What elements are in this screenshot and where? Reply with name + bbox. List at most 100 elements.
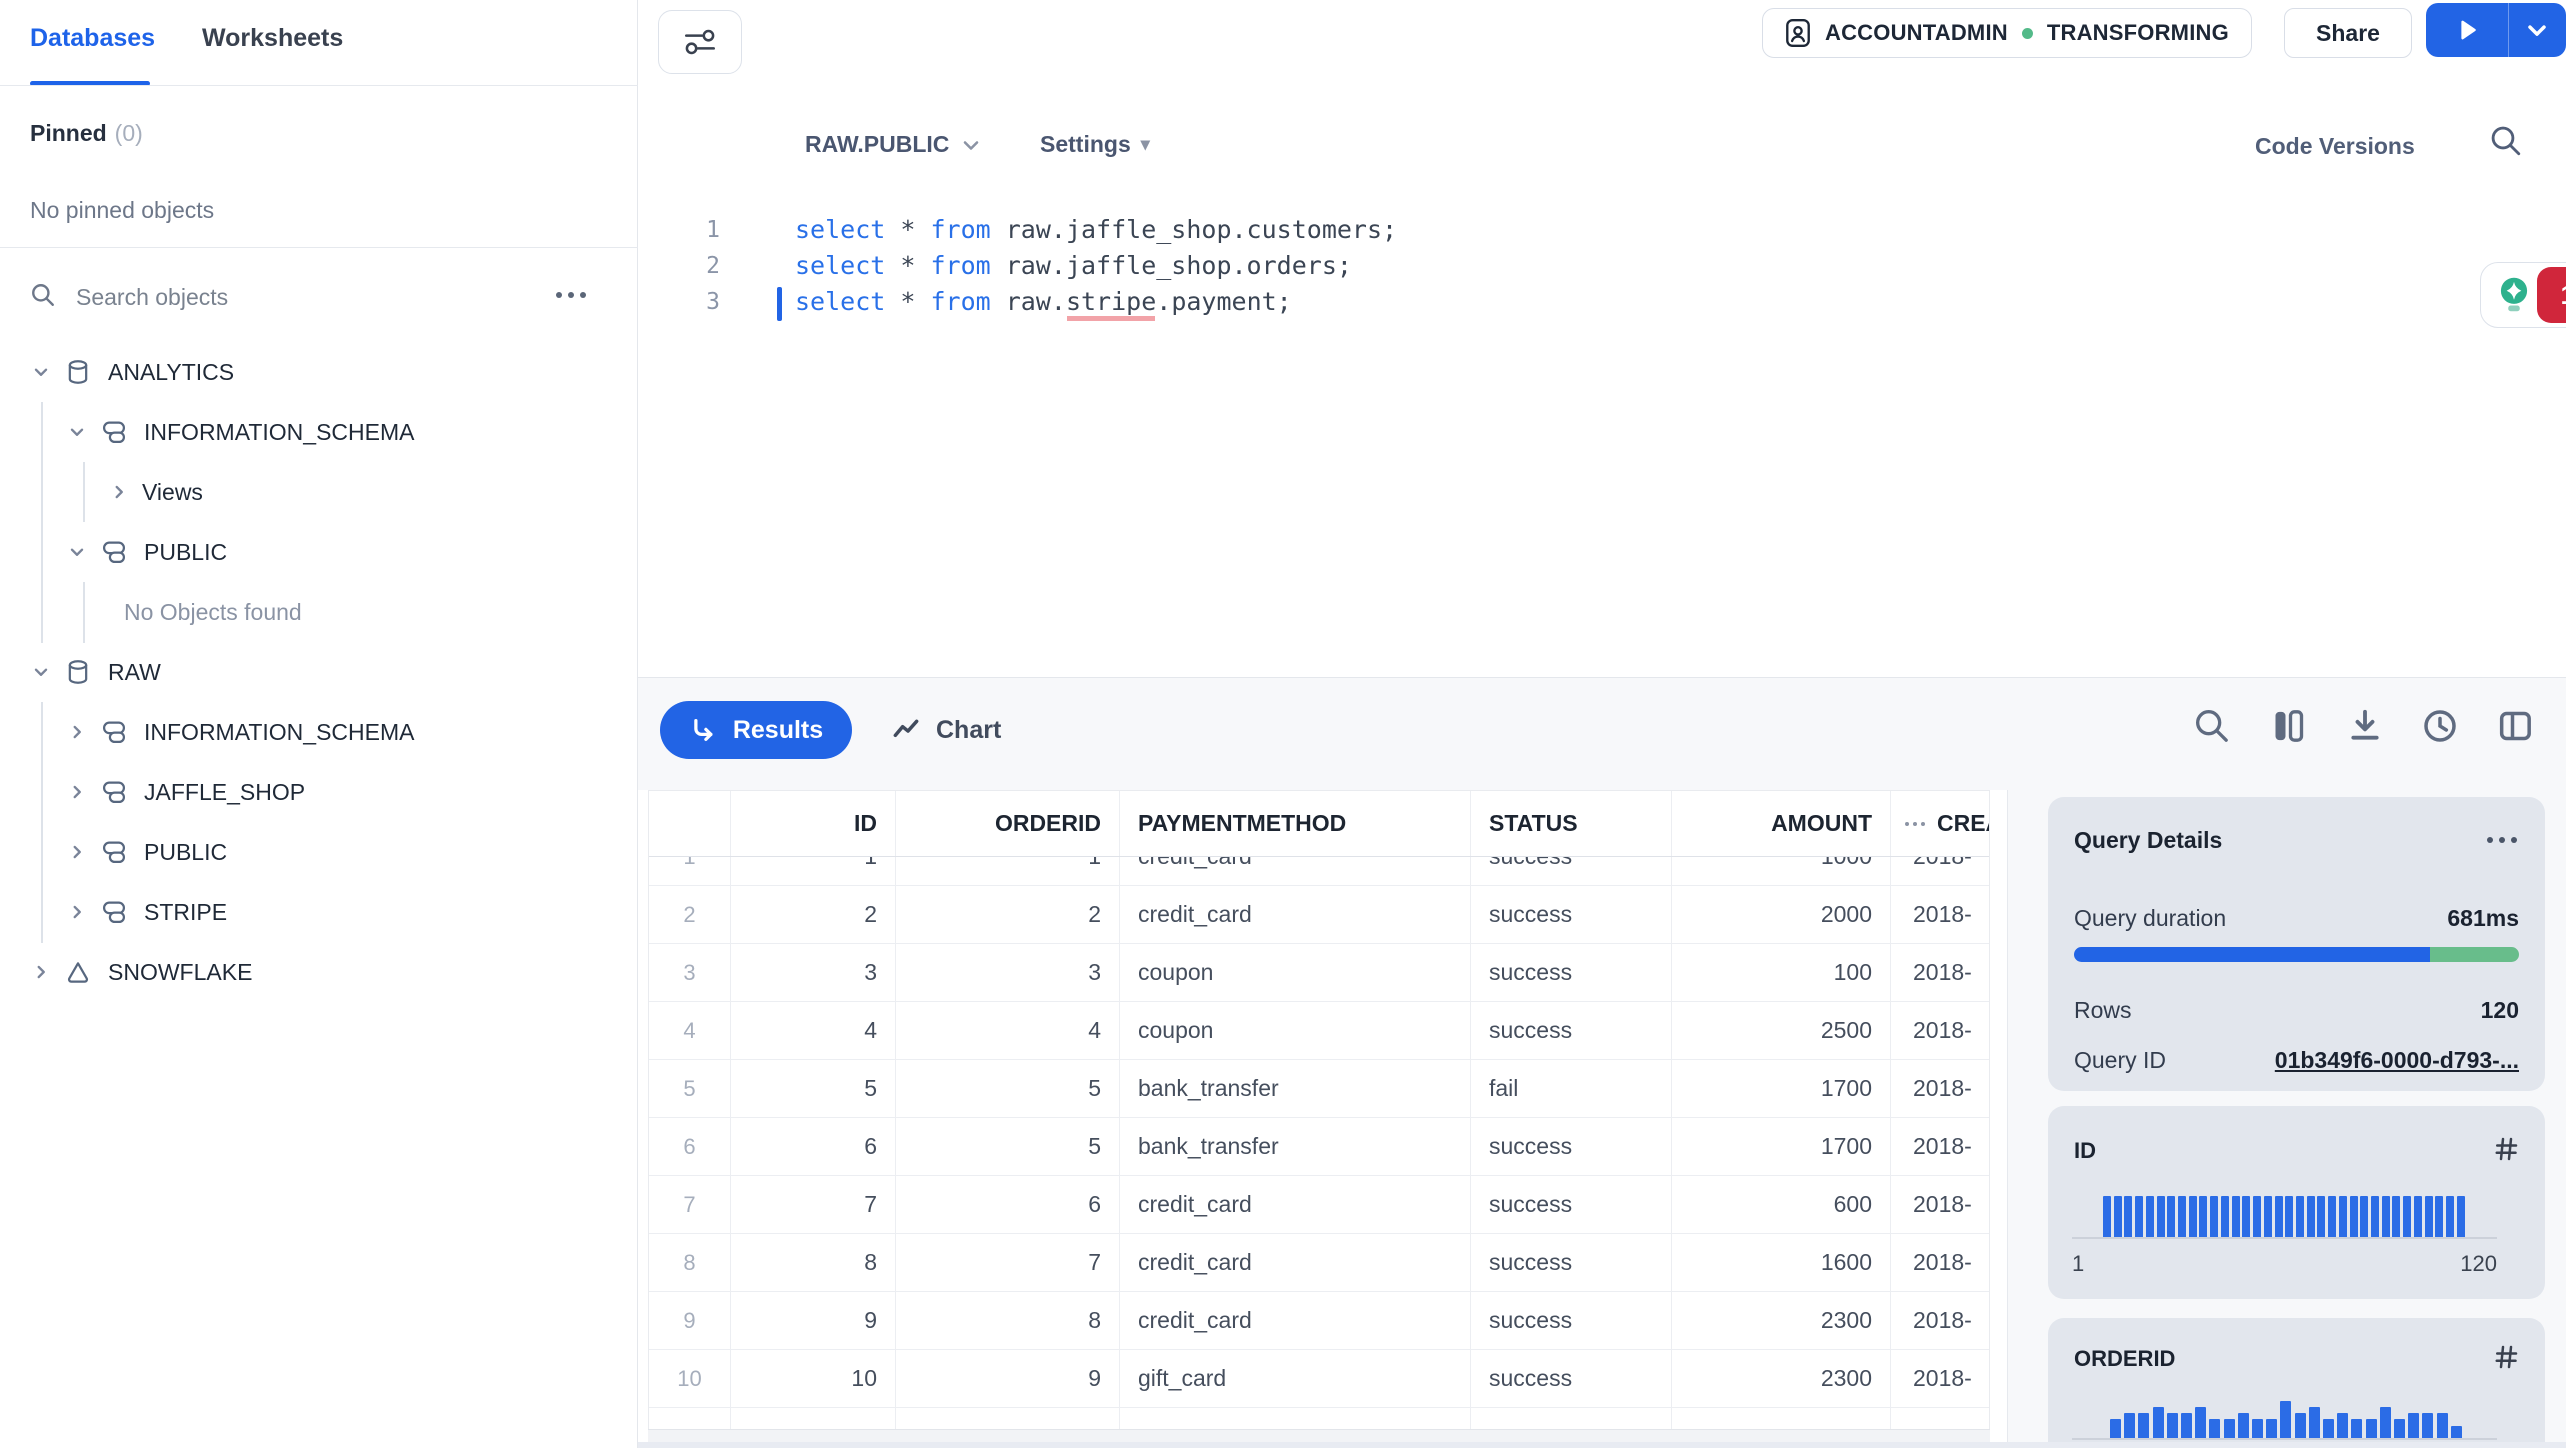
table-cell[interactable]: 2018- — [1913, 1133, 1972, 1159]
table-cell[interactable] — [1672, 1408, 1891, 1430]
column-menu-icon[interactable] — [1905, 821, 1925, 826]
table-row[interactable]: 5 5 5 bank_transfer fail 1700 2018- — [649, 1060, 1989, 1118]
chevron-down-icon[interactable] — [66, 541, 88, 563]
table-cell[interactable]: 2 — [731, 886, 896, 943]
table-row[interactable]: 7 7 6 credit_card success 600 2018- — [649, 1176, 1989, 1234]
table-row[interactable]: 8 8 7 credit_card success 1600 2018- — [649, 1234, 1989, 1292]
numeric-column-icon[interactable] — [2491, 1342, 2521, 1372]
table-cell[interactable]: credit_card — [1120, 1234, 1471, 1291]
sidebar-more-icon[interactable] — [556, 292, 586, 298]
row-number-cell[interactable]: 7 — [649, 1176, 731, 1233]
table-cell[interactable] — [1471, 1408, 1672, 1430]
table-cell[interactable]: 2018- — [1913, 1017, 1972, 1043]
table-cell[interactable]: 9 — [896, 1350, 1120, 1407]
table-cell[interactable]: success — [1471, 1002, 1672, 1059]
table-cell[interactable]: 1 — [731, 857, 896, 885]
code-versions-link[interactable]: Code Versions — [2255, 133, 2415, 159]
table-cell[interactable]: success — [1471, 1176, 1672, 1233]
worksheet-filters-button[interactable] — [658, 10, 742, 74]
table-cell[interactable]: 100 — [1672, 944, 1891, 1001]
tab-chart[interactable]: Chart — [890, 701, 1001, 759]
code-line[interactable]: select * from raw.stripe.payment; — [795, 284, 1397, 320]
table-cell[interactable]: 2018- — [1913, 901, 1972, 927]
table-cell[interactable]: 9 — [731, 1292, 896, 1349]
tree-item-information-schema[interactable]: INFORMATION_SCHEMA — [0, 402, 637, 462]
table-cell[interactable] — [1891, 1408, 1989, 1430]
table-cell[interactable]: 1000 — [1672, 857, 1891, 885]
chevron-right-icon[interactable] — [66, 901, 88, 923]
tree-item-jaffle-shop[interactable]: JAFFLE_SHOP — [0, 762, 637, 822]
table-cell[interactable]: 4 — [731, 1002, 896, 1059]
table-cell[interactable]: 2018- — [1913, 1191, 1972, 1217]
editor-hint-pill[interactable]: 1 — [2480, 262, 2566, 328]
table-cell[interactable]: credit_card — [1120, 1292, 1471, 1349]
chevron-right-icon[interactable] — [66, 781, 88, 803]
chevron-down-icon[interactable] — [66, 421, 88, 443]
chevron-right-icon[interactable] — [66, 841, 88, 863]
table-cell[interactable]: 2 — [896, 886, 1120, 943]
code-area[interactable]: select * from raw.jaffle_shop.customers;… — [795, 212, 1397, 320]
table-cell[interactable]: 10 — [731, 1350, 896, 1407]
results-table[interactable]: IDORDERIDPAYMENTMETHODSTATUSAMOUNTCREATE… — [648, 790, 1990, 1430]
chevron-right-icon[interactable] — [66, 721, 88, 743]
table-cell[interactable]: success — [1471, 1350, 1672, 1407]
search-input[interactable]: Search objects — [76, 284, 229, 310]
table-cell[interactable]: 7 — [896, 1234, 1120, 1291]
play-icon[interactable] — [2426, 3, 2509, 57]
table-row[interactable]: 3 3 3 coupon success 100 2018- — [649, 944, 1989, 1002]
query-id-link[interactable]: 01b349f6-0000-d793-... — [2274, 1047, 2519, 1073]
table-cell[interactable]: 2000 — [1672, 886, 1891, 943]
table-cell[interactable] — [896, 1408, 1120, 1430]
table-row[interactable]: 2 2 2 credit_card success 2000 2018- — [649, 886, 1989, 944]
tree-item-snowflake[interactable]: SNOWFLAKE — [0, 942, 637, 1002]
row-number-cell[interactable]: 5 — [649, 1060, 731, 1117]
error-count-badge[interactable]: 1 — [2537, 267, 2566, 323]
table-row[interactable]: 10 10 9 gift_card success 2300 2018- — [649, 1350, 1989, 1408]
chevron-down-icon[interactable] — [30, 661, 52, 683]
table-cell[interactable]: credit_card — [1120, 857, 1471, 885]
table-row[interactable]: 6 6 5 bank_transfer success 1700 2018- — [649, 1118, 1989, 1176]
tree-item-raw[interactable]: RAW — [0, 642, 637, 702]
table-cell[interactable]: bank_transfer — [1120, 1060, 1471, 1117]
table-cell[interactable]: 2018- — [1913, 1249, 1972, 1275]
table-cell[interactable]: success — [1471, 1292, 1672, 1349]
row-number-cell[interactable]: 6 — [649, 1118, 731, 1175]
table-cell[interactable]: 1700 — [1672, 1060, 1891, 1117]
table-row[interactable]: 9 9 8 credit_card success 2300 2018- — [649, 1292, 1989, 1350]
tree-item-public[interactable]: PUBLIC — [0, 822, 637, 882]
table-cell[interactable]: coupon — [1120, 1002, 1471, 1059]
tab-worksheets[interactable]: Worksheets — [202, 24, 343, 53]
run-options-chevron-icon[interactable] — [2509, 3, 2564, 57]
table-row[interactable]: 111credit_cardsuccess10002018- — [649, 857, 1989, 886]
run-button[interactable] — [2426, 3, 2566, 57]
table-cell[interactable]: fail — [1471, 1060, 1672, 1117]
table-cell[interactable]: 2018- — [1913, 1307, 1972, 1333]
settings-menu[interactable]: Settings ▾ — [1040, 131, 1150, 158]
page-horizontal-scrollbar[interactable] — [638, 1442, 2566, 1448]
table-cell[interactable]: 6 — [731, 1118, 896, 1175]
table-cell[interactable]: credit_card — [1120, 1176, 1471, 1233]
table-cell[interactable]: 3 — [896, 944, 1120, 1001]
table-cell[interactable]: 6 — [896, 1176, 1120, 1233]
table-cell[interactable]: 3 — [731, 944, 896, 1001]
table-cell[interactable]: 4 — [896, 1002, 1120, 1059]
table-cell[interactable]: 7 — [731, 1176, 896, 1233]
table-cell[interactable] — [1120, 1408, 1471, 1430]
row-number-cell[interactable]: 8 — [649, 1234, 731, 1291]
code-line[interactable]: select * from raw.jaffle_shop.customers; — [795, 212, 1397, 248]
tree-item-views[interactable]: Views — [0, 462, 637, 522]
table-cell[interactable]: 2018- — [1913, 1365, 1972, 1391]
row-number-cell[interactable]: 10 — [649, 1350, 731, 1407]
row-number-cell[interactable] — [649, 1408, 731, 1430]
table-row[interactable] — [649, 1408, 1989, 1430]
query-history-icon[interactable] — [2420, 706, 2460, 746]
share-button[interactable]: Share — [2284, 8, 2412, 58]
editor-search-icon[interactable] — [2488, 123, 2524, 159]
tree-item-information-schema[interactable]: INFORMATION_SCHEMA — [0, 702, 637, 762]
table-cell[interactable]: success — [1471, 857, 1672, 885]
table-cell[interactable]: 2018- — [1913, 1075, 1972, 1101]
row-number-cell[interactable]: 9 — [649, 1292, 731, 1349]
tree-item-no-objects-found[interactable]: No Objects found — [0, 582, 637, 642]
table-cell[interactable]: 5 — [896, 1118, 1120, 1175]
download-icon[interactable] — [2345, 706, 2385, 746]
